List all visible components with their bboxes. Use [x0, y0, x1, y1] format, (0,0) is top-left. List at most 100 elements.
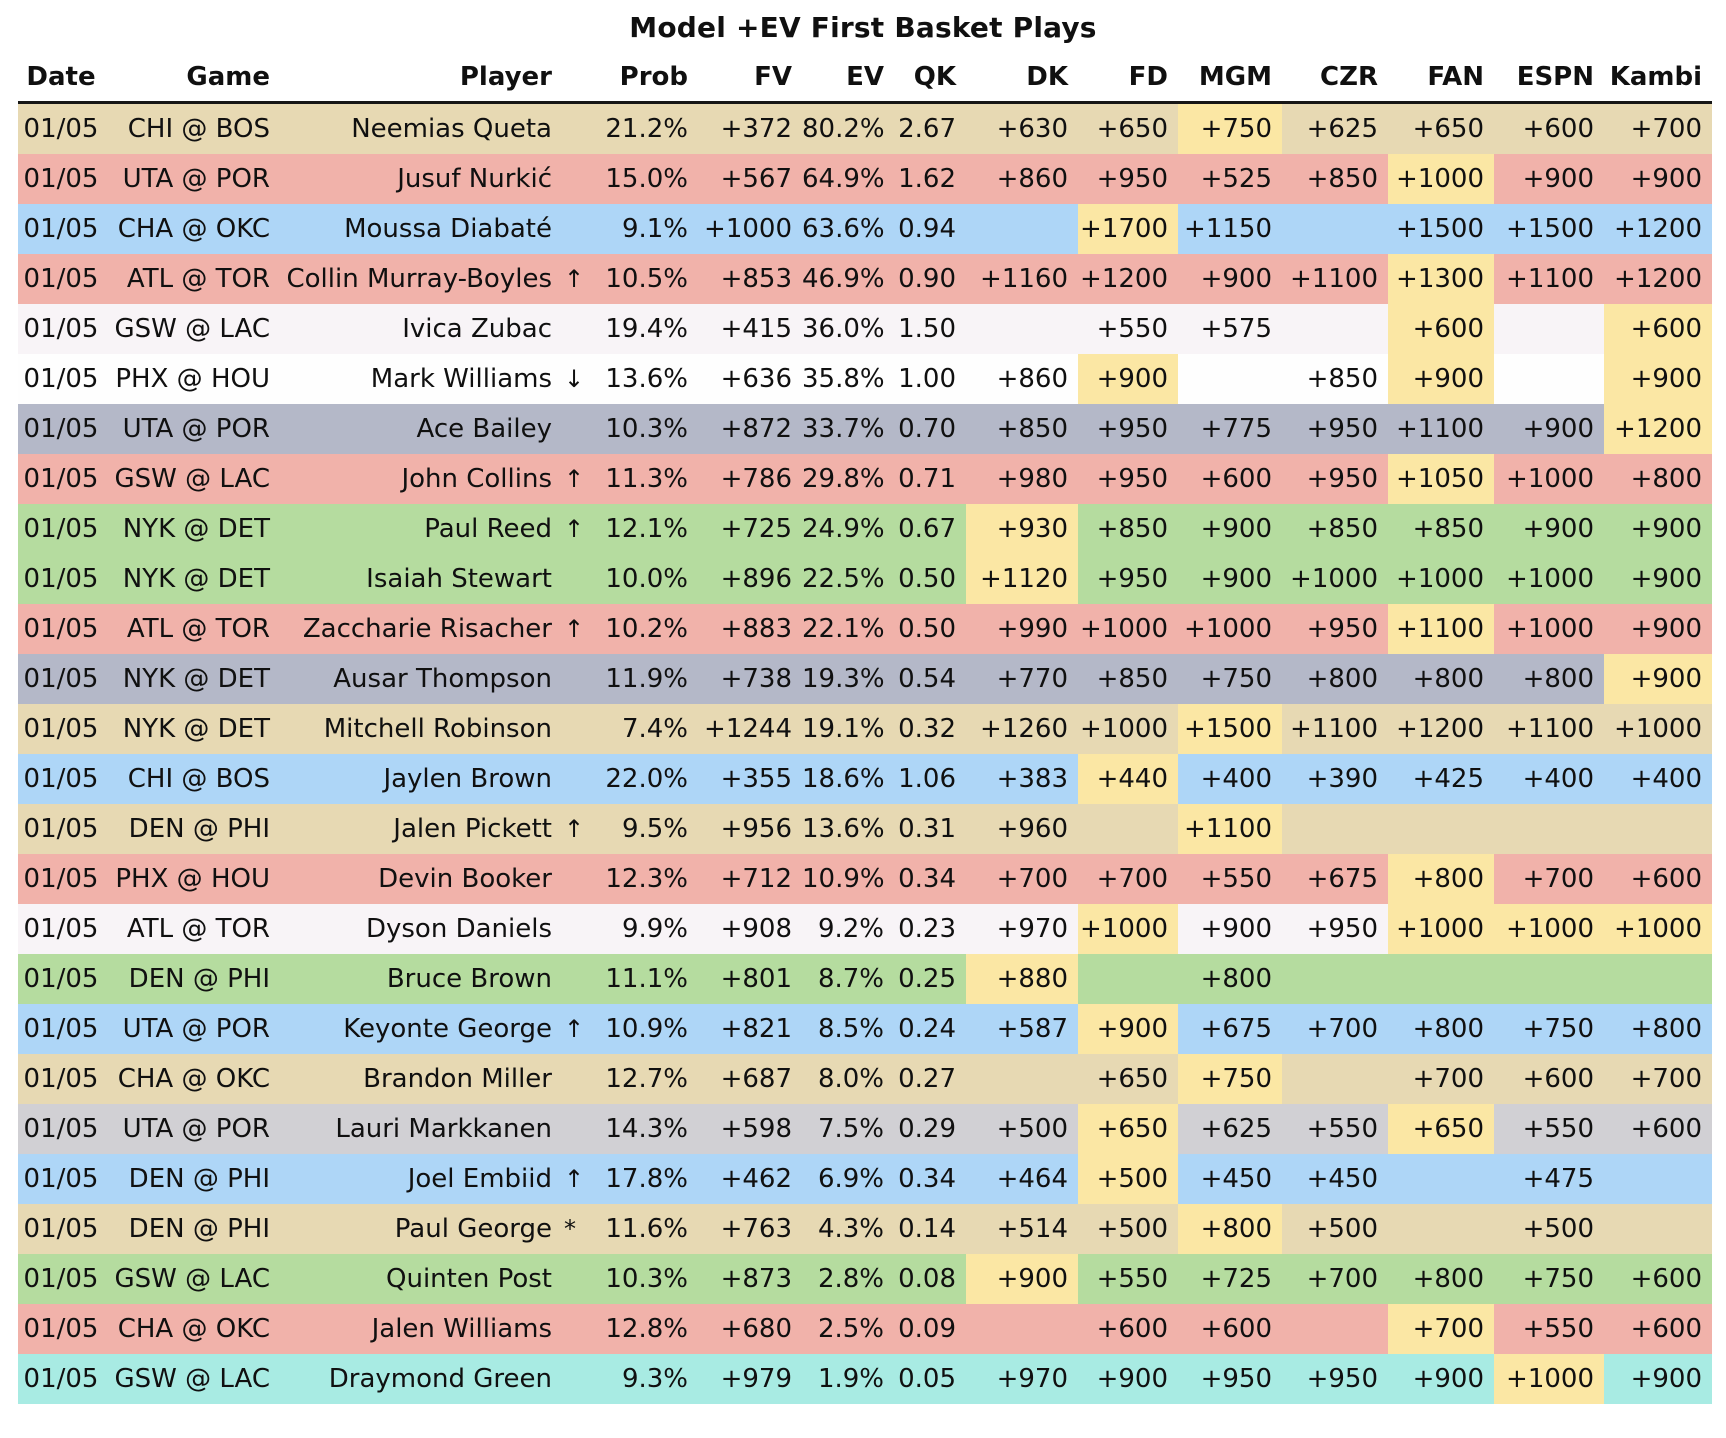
cell-player: John Collins [280, 454, 562, 504]
cell-fv: +853 [698, 254, 802, 304]
cell-date: 01/05 [18, 204, 104, 254]
cell-prob: 11.1% [600, 954, 698, 1004]
cell-mgm [1178, 354, 1282, 404]
table-row: 01/05 DEN @ PHI Jalen Pickett ↑ 9.5% +956 13.6… [18, 804, 1712, 854]
cell-czr: +950 [1282, 1354, 1388, 1404]
table-row: 01/05 NYK @ DET Paul Reed ↑ 12.1% +725 24.9% 0.… [18, 504, 1712, 554]
cell-qk: 0.14 [894, 1204, 966, 1254]
cell-ev: 4.3% [802, 1204, 894, 1254]
cell-kambi: +1200 [1604, 254, 1712, 304]
cell-mgm: +450 [1178, 1154, 1282, 1204]
cell-date: 01/05 [18, 654, 104, 704]
cell-game: DEN @ PHI [104, 1154, 280, 1204]
cell-game: UTA @ POR [104, 154, 280, 204]
cell-date: 01/05 [18, 1004, 104, 1054]
cell-dk: +770 [966, 654, 1078, 704]
cell-espn: +550 [1494, 1104, 1604, 1154]
cell-game: DEN @ PHI [104, 954, 280, 1004]
cell-dk: +880 [966, 954, 1078, 1004]
column-header-espn: ESPN [1494, 48, 1604, 104]
cell-prob: 11.3% [600, 454, 698, 504]
cell-ev: 7.5% [802, 1104, 894, 1154]
cell-arrow [562, 1354, 600, 1404]
cell-fd: +500 [1078, 1154, 1178, 1204]
cell-qk: 0.31 [894, 804, 966, 854]
cell-mgm: +1100 [1178, 804, 1282, 854]
cell-player: Jalen Williams [280, 1304, 562, 1354]
cell-arrow [562, 102, 600, 154]
cell-ev: 46.9% [802, 254, 894, 304]
cell-fan: +700 [1388, 1054, 1494, 1104]
cell-game: NYK @ DET [104, 504, 280, 554]
cell-arrow [562, 954, 600, 1004]
cell-prob: 17.8% [600, 1154, 698, 1204]
cell-date: 01/05 [18, 102, 104, 154]
cell-fd: +950 [1078, 404, 1178, 454]
cell-mgm: +750 [1178, 654, 1282, 704]
cell-dk: +970 [966, 904, 1078, 954]
cell-mgm: +725 [1178, 1254, 1282, 1304]
cell-date: 01/05 [18, 304, 104, 354]
table-row: 01/05 ATL @ TOR Collin Murray-Boyles ↑ 10.5%… [18, 254, 1712, 304]
table-row: 01/05 UTA @ POR Ace Bailey 10.3% +872 33.7% 0.… [18, 404, 1712, 454]
cell-fan: +600 [1388, 304, 1494, 354]
cell-ev: 2.8% [802, 1254, 894, 1304]
cell-qk: 0.67 [894, 504, 966, 554]
cell-espn: +900 [1494, 154, 1604, 204]
table-row: 01/05 ATL @ TOR Zaccharie Risacher ↑ 10.2% +8… [18, 604, 1712, 654]
cell-dk: +860 [966, 154, 1078, 204]
cell-mgm: +750 [1178, 102, 1282, 154]
cell-ev: 1.9% [802, 1354, 894, 1404]
cell-player: Collin Murray-Boyles [280, 254, 562, 304]
cell-dk [966, 1054, 1078, 1104]
cell-mgm: +525 [1178, 154, 1282, 204]
cell-mgm: +575 [1178, 304, 1282, 354]
column-header-player: Player [280, 48, 562, 104]
cell-ev: 8.7% [802, 954, 894, 1004]
cell-qk: 0.71 [894, 454, 966, 504]
cell-czr: +1000 [1282, 554, 1388, 604]
cell-arrow: ↑ [562, 504, 600, 554]
cell-espn: +600 [1494, 102, 1604, 154]
cell-espn [1494, 804, 1604, 854]
cell-fd: +950 [1078, 454, 1178, 504]
cell-arrow: * [562, 1204, 600, 1254]
cell-fv: +415 [698, 304, 802, 354]
cell-game: ATL @ TOR [104, 904, 280, 954]
table-row: 01/05 GSW @ LAC Ivica Zubac 19.4% +415 36.0% 1… [18, 304, 1712, 354]
cell-mgm: +400 [1178, 754, 1282, 804]
cell-player: Jusuf Nurkić [280, 154, 562, 204]
cell-game: CHA @ OKC [104, 1304, 280, 1354]
cell-game: GSW @ LAC [104, 304, 280, 354]
column-header-qk: QK [894, 48, 966, 104]
cell-mgm: +900 [1178, 904, 1282, 954]
column-header-kambi: Kambi [1604, 48, 1712, 104]
cell-player: Dyson Daniels [280, 904, 562, 954]
cell-date: 01/05 [18, 1104, 104, 1154]
cell-dk: +464 [966, 1154, 1078, 1204]
cell-prob: 10.3% [600, 1254, 698, 1304]
cell-fd: +900 [1078, 354, 1178, 404]
cell-kambi: +1000 [1604, 904, 1712, 954]
cell-player: Devin Booker [280, 854, 562, 904]
cell-game: UTA @ POR [104, 1104, 280, 1154]
cell-player: Paul George [280, 1204, 562, 1254]
cell-kambi: +900 [1604, 604, 1712, 654]
cell-fv: +908 [698, 904, 802, 954]
cell-fd: +1700 [1078, 204, 1178, 254]
cell-qk: 0.54 [894, 654, 966, 704]
cell-game: UTA @ POR [104, 1004, 280, 1054]
cell-game: PHX @ HOU [104, 854, 280, 904]
cell-arrow [562, 554, 600, 604]
cell-fd: +900 [1078, 1354, 1178, 1404]
cell-czr: +800 [1282, 654, 1388, 704]
cell-espn [1494, 954, 1604, 1004]
cell-czr: +1100 [1282, 254, 1388, 304]
cell-dk: +980 [966, 454, 1078, 504]
cell-player: Lauri Markkanen [280, 1104, 562, 1154]
cell-fd: +700 [1078, 854, 1178, 904]
cell-qk: 0.94 [894, 204, 966, 254]
cell-mgm: +800 [1178, 954, 1282, 1004]
cell-kambi: +700 [1604, 1054, 1712, 1104]
cell-ev: 18.6% [802, 754, 894, 804]
